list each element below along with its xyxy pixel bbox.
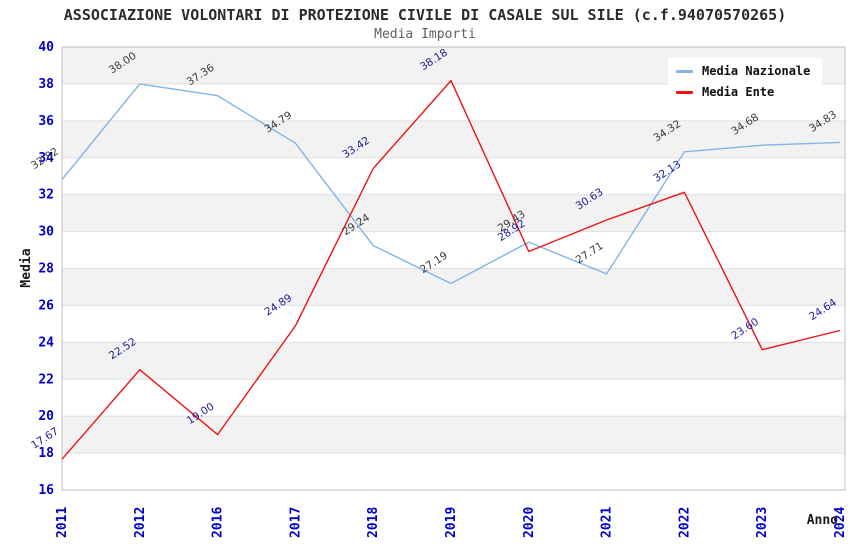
- svg-text:Anno: Anno: [807, 513, 838, 528]
- svg-text:2018: 2018: [366, 507, 381, 538]
- legend-item-media-nazionale: Media Nazionale: [676, 64, 810, 78]
- svg-text:2017: 2017: [288, 507, 303, 538]
- svg-text:30: 30: [38, 225, 54, 240]
- svg-text:2019: 2019: [444, 507, 459, 538]
- svg-text:26: 26: [38, 298, 54, 313]
- svg-text:22: 22: [38, 372, 54, 387]
- svg-text:2024: 2024: [833, 507, 848, 538]
- legend-line-swatch-media-ente: [676, 90, 693, 94]
- svg-text:2022: 2022: [677, 507, 692, 538]
- svg-text:2021: 2021: [600, 507, 615, 538]
- svg-text:32.82: 32.82: [29, 146, 61, 172]
- svg-text:Media: Media: [19, 248, 34, 287]
- chart-title: ASSOCIAZIONE VOLONTARI DI PROTEZIONE CIV…: [63, 6, 787, 24]
- legend: Media Nazionale Media Ente: [668, 58, 823, 110]
- svg-text:16: 16: [38, 483, 54, 498]
- chart-subtitle: Media Importi: [374, 27, 476, 42]
- svg-text:2016: 2016: [211, 507, 226, 538]
- svg-text:28: 28: [38, 262, 54, 277]
- svg-text:18: 18: [38, 446, 54, 461]
- svg-text:2023: 2023: [755, 507, 770, 538]
- svg-text:32: 32: [38, 188, 54, 203]
- svg-text:20: 20: [38, 409, 54, 424]
- svg-text:38: 38: [38, 77, 54, 92]
- svg-text:40: 40: [38, 40, 54, 55]
- svg-text:24: 24: [38, 335, 54, 350]
- legend-line-swatch-media-nazionale: [676, 69, 693, 73]
- svg-text:2020: 2020: [522, 507, 537, 538]
- legend-label-media-ente: Media Ente: [702, 85, 775, 99]
- svg-text:34: 34: [38, 151, 54, 166]
- legend-label-media-nazionale: Media Nazionale: [702, 64, 811, 78]
- svg-text:2011: 2011: [55, 507, 70, 538]
- svg-text:36: 36: [38, 114, 54, 129]
- legend-item-media-ente: Media Ente: [676, 85, 810, 99]
- svg-text:2012: 2012: [133, 507, 148, 538]
